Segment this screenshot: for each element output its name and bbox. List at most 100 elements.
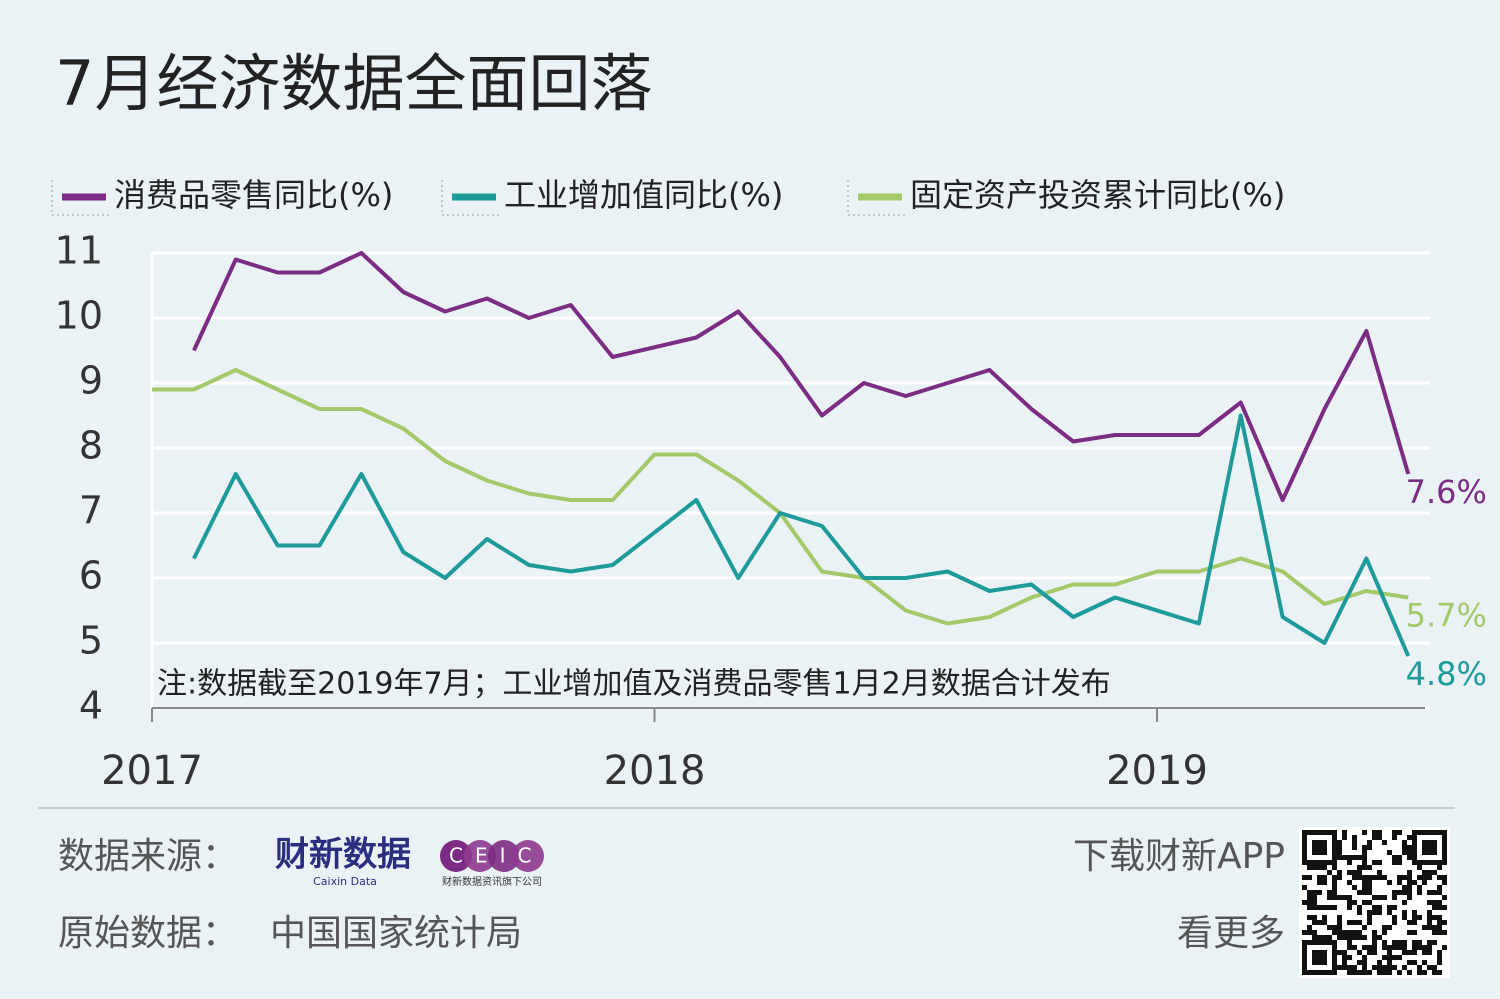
qr-cell: [1332, 895, 1337, 900]
y-tick-label: 11: [55, 229, 103, 273]
qr-cell: [1397, 970, 1402, 975]
qr-cell: [1322, 950, 1327, 955]
qr-cell: [1317, 845, 1322, 850]
qr-cell: [1377, 910, 1382, 915]
qr-cell: [1332, 850, 1337, 855]
ceic-circle: [512, 840, 544, 872]
qr-cell: [1412, 920, 1417, 925]
ceic-circle: [488, 840, 520, 872]
qr-cell: [1392, 920, 1397, 925]
qr-cell: [1442, 895, 1447, 900]
qr-cell: [1407, 850, 1412, 855]
qr-cell: [1357, 875, 1362, 880]
qr-cell: [1352, 885, 1357, 890]
qr-cell: [1317, 875, 1322, 880]
qr-cell: [1422, 925, 1427, 930]
qr-code: [1299, 827, 1450, 978]
qr-cell: [1412, 950, 1417, 955]
qr-cell: [1342, 855, 1347, 860]
qr-cell: [1327, 905, 1332, 910]
legend-label: 固定资产投资累计同比(%): [910, 176, 1285, 214]
qr-cell: [1302, 855, 1307, 860]
qr-cell: [1332, 970, 1337, 975]
ceic-text: CEIC: [449, 844, 543, 868]
qr-cell: [1332, 880, 1337, 885]
end-label: 4.8%: [1406, 655, 1487, 693]
qr-cell: [1392, 940, 1397, 945]
qr-cell: [1387, 950, 1392, 955]
qr-cell: [1367, 875, 1372, 880]
qr-cell: [1312, 970, 1317, 975]
qr-cell: [1342, 830, 1347, 835]
qr-cell: [1327, 860, 1332, 865]
qr-cell: [1362, 865, 1367, 870]
qr-cell: [1327, 935, 1332, 940]
qr-cell: [1342, 835, 1347, 840]
qr-cell: [1352, 840, 1357, 845]
qr-cell: [1407, 880, 1412, 885]
qr-cell: [1392, 955, 1397, 960]
qr-cell: [1392, 905, 1397, 910]
qr-cell: [1367, 920, 1372, 925]
qr-cell: [1352, 965, 1357, 970]
qr-cell: [1362, 960, 1367, 965]
qr-cell: [1412, 835, 1417, 840]
qr-cell: [1322, 935, 1327, 940]
qr-cell: [1322, 915, 1327, 920]
qr-cell: [1417, 830, 1422, 835]
qr-cell: [1422, 970, 1427, 975]
qr-cell: [1427, 850, 1432, 855]
qr-cell: [1307, 940, 1312, 945]
qr-cell: [1357, 870, 1362, 875]
qr-cell: [1347, 935, 1352, 940]
qr-cell: [1442, 880, 1447, 885]
qr-cell: [1412, 945, 1417, 950]
qr-cell: [1317, 940, 1322, 945]
qr-cell: [1442, 930, 1447, 935]
raw-source: 中国国家统计局: [270, 913, 522, 954]
qr-cell: [1437, 900, 1442, 905]
qr-cell: [1387, 850, 1392, 855]
qr-cell: [1427, 920, 1432, 925]
qr-cell: [1357, 855, 1362, 860]
legend-label: 消费品零售同比(%): [114, 176, 393, 214]
qr-cell: [1337, 920, 1342, 925]
qr-cell: [1307, 925, 1312, 930]
qr-cell: [1417, 915, 1422, 920]
qr-cell: [1397, 855, 1402, 860]
qr-cell: [1362, 875, 1367, 880]
qr-cell: [1407, 930, 1412, 935]
qr-cell: [1327, 970, 1332, 975]
qr-cell: [1312, 840, 1317, 845]
qr-cell: [1322, 970, 1327, 975]
qr-cell: [1402, 900, 1407, 905]
qr-cell: [1332, 890, 1337, 895]
qr-cell: [1362, 855, 1367, 860]
more-text: 看更多: [1177, 913, 1285, 954]
qr-cell: [1407, 885, 1412, 890]
chart-title: 7月经济数据全面回落: [55, 47, 652, 120]
qr-cell: [1387, 880, 1392, 885]
ceic-circle: [440, 840, 472, 872]
qr-cell: [1387, 960, 1392, 965]
qr-cell: [1367, 880, 1372, 885]
qr-cell: [1397, 875, 1402, 880]
qr-cell: [1417, 860, 1422, 865]
qr-cell: [1382, 955, 1387, 960]
qr-cell: [1377, 965, 1382, 970]
qr-cell: [1357, 970, 1362, 975]
qr-cell: [1402, 885, 1407, 890]
qr-cell: [1332, 940, 1337, 945]
qr-cell: [1422, 860, 1427, 865]
qr-cell: [1427, 965, 1432, 970]
qr-cell: [1317, 955, 1322, 960]
qr-cell: [1422, 840, 1427, 845]
qr-cell: [1442, 830, 1447, 835]
qr-cell: [1367, 910, 1372, 915]
qr-cell: [1427, 890, 1432, 895]
qr-cell: [1322, 845, 1327, 850]
qr-cell: [1442, 905, 1447, 910]
qr-cell: [1367, 890, 1372, 895]
qr-cell: [1357, 935, 1362, 940]
qr-cell: [1332, 875, 1337, 880]
